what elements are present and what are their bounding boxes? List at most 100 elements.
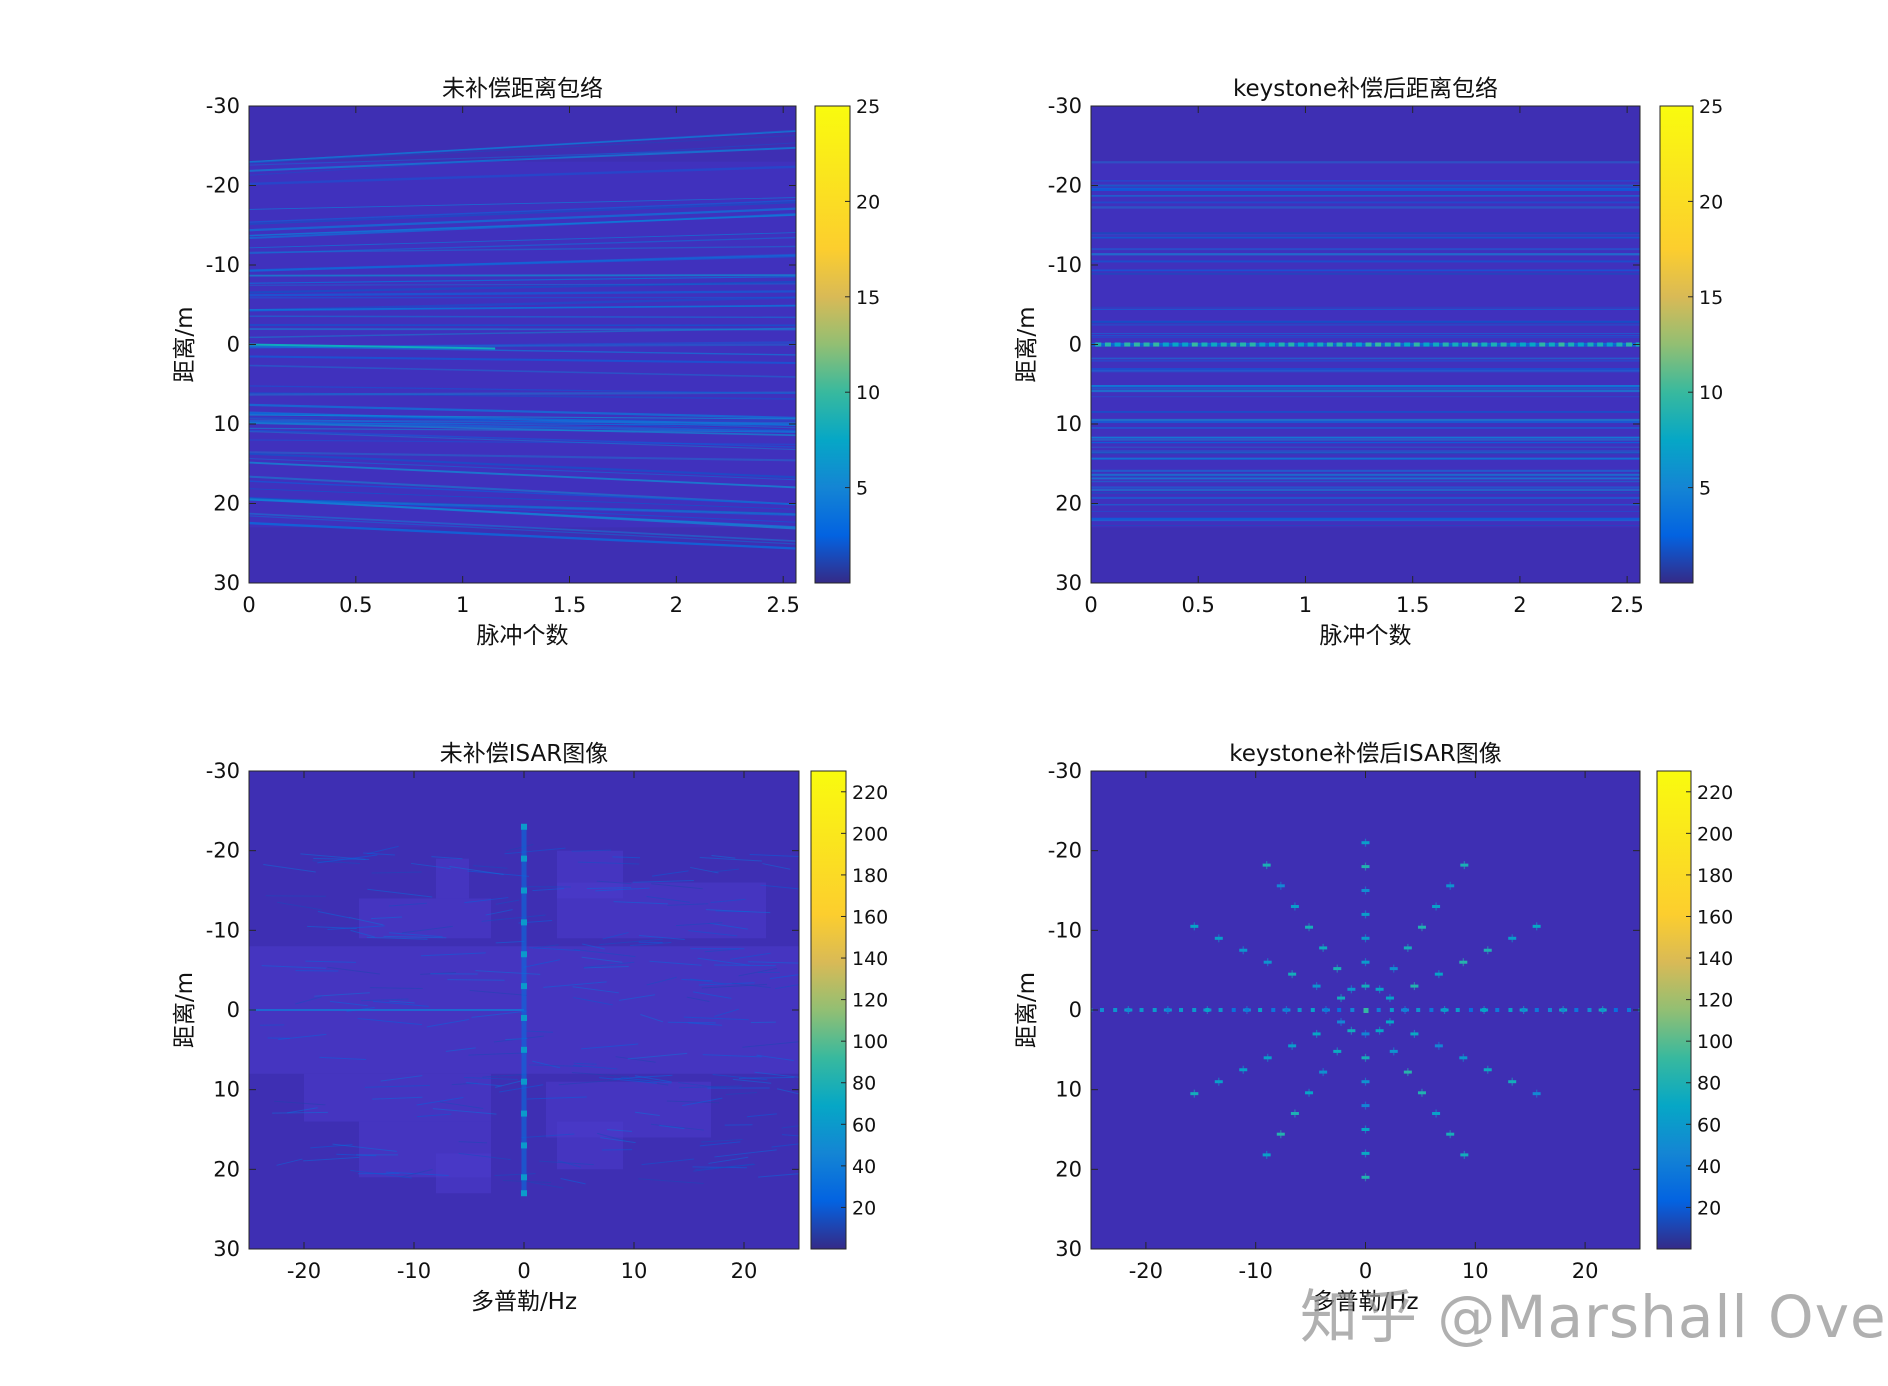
x-tick-label: -20 <box>1129 1259 1163 1283</box>
zero-range-point <box>1442 1008 1447 1012</box>
smear-streak <box>530 1181 564 1189</box>
envelope-line <box>249 515 796 545</box>
envelope-line <box>249 327 796 339</box>
smear-streak <box>599 938 664 946</box>
y-tick-label: -30 <box>1048 759 1082 783</box>
smear-streak <box>286 1107 318 1114</box>
smear-streak <box>746 1113 777 1118</box>
colorbar-gradient <box>1656 770 1692 1250</box>
colorbar-gradient <box>810 770 847 1250</box>
envelope-peak <box>1288 342 1295 347</box>
envelope-peak <box>1529 342 1536 347</box>
smear-streak <box>494 1173 536 1176</box>
x-tick-label: 2.5 <box>766 593 799 617</box>
envelope-line <box>249 199 796 223</box>
smear-streak <box>694 1163 756 1171</box>
colorbar-tick-label: 140 <box>1697 948 1733 970</box>
zero-range-point <box>1574 1008 1579 1012</box>
envelope-peak <box>1268 342 1275 347</box>
strong-point <box>521 887 527 894</box>
smear-streak <box>678 1082 727 1090</box>
strong-point <box>521 951 527 958</box>
smear-streak <box>600 1137 636 1144</box>
strong-point <box>521 1174 527 1181</box>
smear-block <box>557 882 766 939</box>
smear-streak <box>699 857 762 862</box>
colorbar-tick-label: 200 <box>1697 823 1733 845</box>
envelope-line <box>249 142 796 176</box>
smear-streak <box>758 1173 799 1178</box>
envelope-peak <box>1433 342 1440 347</box>
zero-range-point <box>1258 1008 1263 1012</box>
chart-title: keystone补偿后ISAR图像 <box>1229 741 1502 767</box>
envelope-line <box>249 254 796 272</box>
smear-streak <box>634 1075 672 1083</box>
envelope-line <box>249 480 796 506</box>
envelope-line <box>249 147 796 166</box>
strong-point <box>521 1078 527 1085</box>
smear-streak <box>319 1056 367 1061</box>
y-axis-label: 距离/m <box>1014 306 1040 382</box>
x-tick-label: -10 <box>397 1259 431 1283</box>
x-tick-label: 0 <box>1084 593 1097 617</box>
smear-streak <box>386 1171 449 1177</box>
smear-streak <box>599 1077 658 1084</box>
colorbar-tick-label: 20 <box>856 191 880 213</box>
envelope-line <box>249 461 796 489</box>
smear-streak <box>762 863 791 870</box>
envelope-peak <box>1278 342 1285 347</box>
envelope-peak <box>1211 342 1218 347</box>
envelope-line <box>249 296 796 312</box>
smear-streak <box>329 1000 368 1007</box>
smear-streak <box>581 956 623 963</box>
smear-streak <box>528 1064 582 1067</box>
envelope-peak <box>1201 342 1208 347</box>
strong-point <box>521 919 527 926</box>
smear-streak <box>532 887 565 892</box>
smear-streak <box>711 854 736 859</box>
envelope-peak <box>1259 342 1266 347</box>
smear-streak <box>466 1082 503 1087</box>
watermark: 知乎 @Marshall Over <box>1300 1283 1888 1351</box>
envelope-peak <box>1404 342 1411 347</box>
colorbar-tick-label: 25 <box>1699 96 1723 118</box>
envelope-peak <box>1172 342 1179 347</box>
envelope-peak <box>1500 342 1507 347</box>
smear-streak <box>533 944 559 949</box>
smear-streak <box>641 1158 695 1166</box>
colorbar-tick-label: 100 <box>852 1031 888 1053</box>
smear-streak <box>525 1030 553 1033</box>
colorbar: 20 40 60 80 100 120 140 160 180 200 220 <box>810 770 888 1250</box>
smear-streak <box>420 952 486 957</box>
smear-streak <box>303 1156 360 1162</box>
smear-streak <box>276 1158 303 1166</box>
envelope-peak <box>1143 342 1150 347</box>
x-tick-label: 0 <box>242 593 255 617</box>
smear-streak <box>439 1101 484 1110</box>
envelope-line <box>249 385 796 395</box>
smear-streak <box>529 947 581 952</box>
envelope-peak <box>1240 342 1247 347</box>
smear-streak <box>705 909 771 914</box>
zero-range-point <box>1600 1008 1605 1012</box>
smear-streak <box>445 1047 476 1052</box>
smear-streak <box>714 964 776 967</box>
colorbar-tick-label: 180 <box>1697 865 1733 887</box>
smear-streak <box>371 871 422 874</box>
zero-range-point <box>1403 1008 1408 1012</box>
colorbar-tick-label: 20 <box>852 1197 876 1219</box>
y-tick-label: 20 <box>213 492 240 516</box>
zero-range-point <box>1310 1008 1315 1012</box>
smear-streak <box>458 1141 488 1144</box>
strong-point <box>521 855 527 862</box>
colorbar-tick-label: 180 <box>852 865 888 887</box>
smear-streak <box>505 843 534 852</box>
zero-range-point <box>1218 1008 1223 1012</box>
chart-title: 未补偿距离包络 <box>442 76 603 102</box>
smear-streak <box>389 932 443 938</box>
smear-streak <box>573 997 613 1006</box>
y-tick-label: 0 <box>227 998 240 1022</box>
x-tick-label: 20 <box>1572 1259 1599 1283</box>
envelope-line <box>249 431 796 451</box>
smear-streak <box>771 1143 799 1148</box>
